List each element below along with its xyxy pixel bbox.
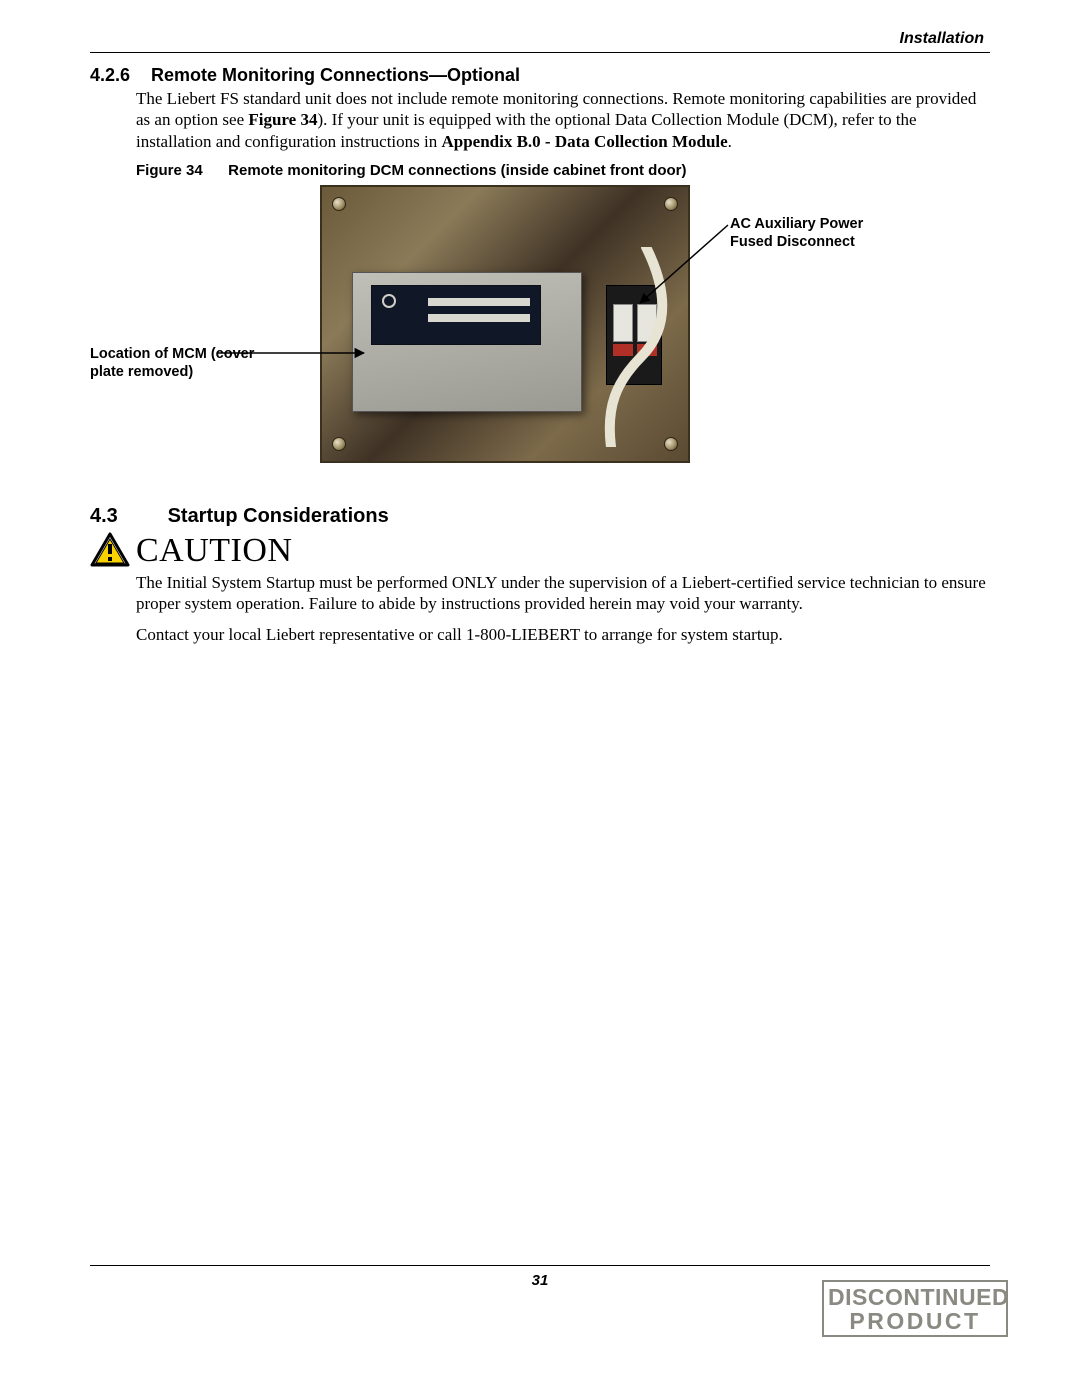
caution-block: CAUTION The Initial System Startup must …	[90, 532, 990, 646]
body-run-c: .	[728, 132, 732, 151]
discontinued-stamp: DISCONTINUED PRODUCT	[822, 1280, 1008, 1337]
caution-para-2: Contact your local Liebert representativ…	[136, 624, 990, 645]
heading-title: Remote Monitoring Connections—Optional	[151, 65, 520, 85]
figure-caption-text: Remote monitoring DCM connections (insid…	[228, 162, 686, 179]
figure-34-caption: Figure 34 Remote monitoring DCM connecti…	[136, 162, 990, 179]
footer-rule	[90, 1265, 990, 1266]
cable-icon	[586, 247, 676, 447]
appendix-ref: Appendix B.0 - Data Collection Module	[441, 132, 727, 151]
header-rule	[90, 52, 990, 53]
figure-34: Location of MCM (cover plate removed) AC…	[90, 185, 990, 485]
page-content-area: Installation 4.2.6 Remote Monitoring Con…	[90, 30, 990, 646]
caution-icon	[90, 532, 136, 646]
paragraph-426: The Liebert FS standard unit does not in…	[136, 88, 990, 152]
heading-number: 4.3	[90, 505, 162, 528]
caution-para-1: The Initial System Startup must be perfo…	[136, 572, 990, 615]
caution-title: CAUTION	[136, 532, 990, 570]
figure-ref: Figure 34	[248, 110, 317, 129]
screw-icon	[332, 437, 346, 451]
figure-label: Figure 34	[136, 162, 224, 179]
heading-4-3: 4.3 Startup Considerations	[90, 505, 990, 528]
dcm-module	[352, 272, 582, 412]
heading-title: Startup Considerations	[168, 505, 389, 527]
screw-icon	[664, 197, 678, 211]
callout-ac-disconnect: AC Auxiliary Power Fused Disconnect	[730, 215, 890, 251]
callout-mcm-location: Location of MCM (cover plate removed)	[90, 345, 260, 381]
heading-4-2-6: 4.2.6 Remote Monitoring Connections—Opti…	[90, 65, 990, 86]
screw-icon	[332, 197, 346, 211]
caution-content: CAUTION The Initial System Startup must …	[136, 532, 990, 646]
stamp-line-2: PRODUCT	[828, 1309, 1002, 1333]
heading-number: 4.2.6	[90, 65, 146, 86]
stamp-line-1: DISCONTINUED	[828, 1285, 1002, 1309]
running-header: Installation	[90, 30, 990, 48]
dcm-nameplate	[371, 285, 541, 345]
logo-icon	[382, 294, 396, 308]
figure-photo	[320, 185, 690, 463]
